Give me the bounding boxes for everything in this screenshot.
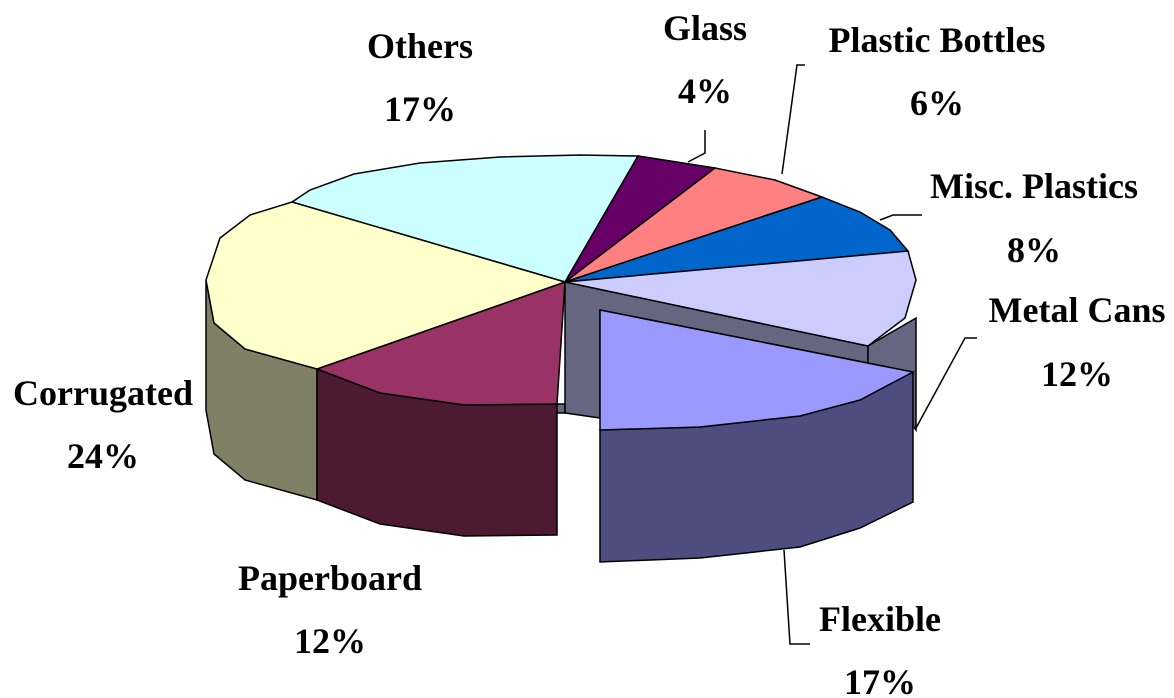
pct-flexible: 17% <box>844 662 916 698</box>
pct-metal-cans: 12% <box>1041 354 1113 394</box>
slice-metal-cans <box>564 250 917 347</box>
pct-plastic-bottles: 6% <box>910 83 964 123</box>
pct-others: 17% <box>384 89 456 129</box>
label-others: Others <box>367 26 473 66</box>
leader-lines <box>687 64 977 645</box>
label-plastic-bottles: Plastic Bottles <box>829 20 1046 60</box>
pct-corrugated: 24% <box>67 436 139 476</box>
pct-glass: 4% <box>678 71 732 111</box>
label-corrugated: Corrugated <box>13 373 193 413</box>
interior-wall-left <box>556 403 566 414</box>
label-flexible: Flexible <box>819 599 941 639</box>
leader-line-plastic-bottles <box>781 64 805 175</box>
slice-labels: Others 17% Glass 4% Plastic Bottles 6% M… <box>13 8 1165 698</box>
label-misc-plastics: Misc. Plastics <box>930 166 1138 206</box>
leader-line-metal-cans <box>915 337 977 429</box>
slice-corrugated <box>205 201 568 370</box>
label-metal-cans: Metal Cans <box>989 290 1166 330</box>
label-glass: Glass <box>663 8 747 48</box>
leader-line-glass <box>687 130 706 163</box>
pie-top-faces <box>205 154 917 431</box>
label-paperboard: Paperboard <box>238 558 422 598</box>
pct-paperboard: 12% <box>294 621 366 661</box>
pct-misc-plastics: 8% <box>1007 230 1061 270</box>
slice-flexible <box>599 309 916 431</box>
leader-line-flexible <box>783 549 810 645</box>
slice-others <box>290 154 640 283</box>
leader-line-misc-plastics <box>879 214 922 221</box>
